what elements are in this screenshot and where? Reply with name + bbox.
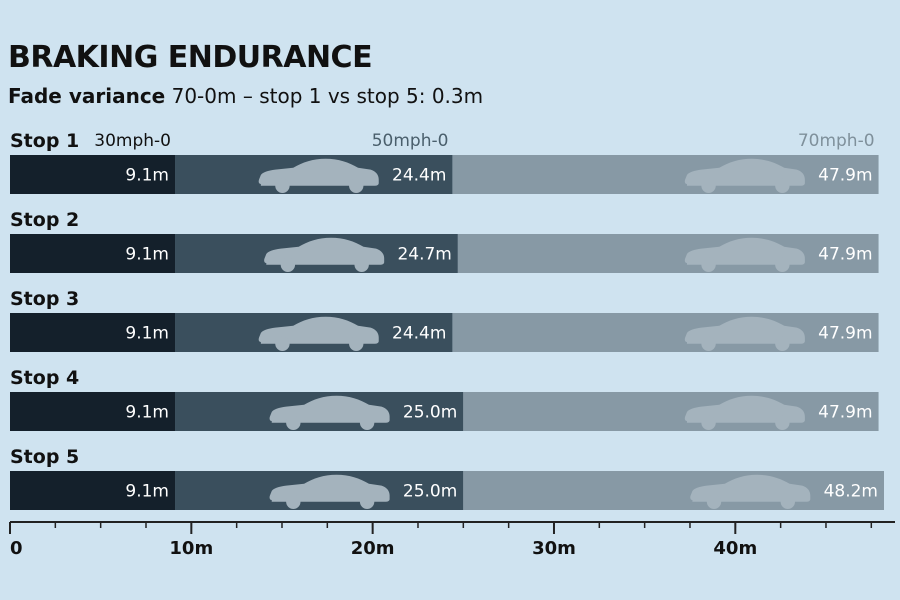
subtitle-detail: 70-0m – stop 1 vs stop 5: 0.3m xyxy=(171,84,484,108)
value-label: 25.0m xyxy=(403,482,457,502)
bar-segment-30mph-0 xyxy=(10,313,176,352)
bar-segment-70mph-0 xyxy=(463,392,879,431)
stop-label: Stop 4 xyxy=(10,367,79,389)
bar-segment-30mph-0 xyxy=(10,155,176,194)
bar-segment-70mph-0 xyxy=(452,313,879,352)
series-label: 70mph-0 xyxy=(798,131,875,151)
stop-label: Stop 3 xyxy=(10,288,79,310)
stop-label: Stop 2 xyxy=(10,209,79,231)
x-tick-label: 30m xyxy=(532,538,576,559)
bar-segment-70mph-0 xyxy=(457,234,879,273)
value-label: 9.1m xyxy=(125,482,169,502)
value-label: 9.1m xyxy=(125,403,169,423)
subtitle-lead: Fade variance xyxy=(8,84,166,108)
value-label: 24.4m xyxy=(392,166,446,186)
stop-label: Stop 1 xyxy=(10,130,79,152)
x-tick-label: 10m xyxy=(169,538,213,559)
series-label: 50mph-0 xyxy=(372,131,449,151)
bar-segment-30mph-0 xyxy=(10,234,176,273)
value-label: 47.9m xyxy=(818,403,872,423)
series-label: 30mph-0 xyxy=(94,131,171,151)
value-label: 47.9m xyxy=(818,245,872,265)
chart-title: BRAKING ENDURANCE xyxy=(8,40,373,75)
value-label: 47.9m xyxy=(818,166,872,186)
value-label: 9.1m xyxy=(125,245,169,265)
value-label: 9.1m xyxy=(125,324,169,344)
bar-segment-70mph-0 xyxy=(452,155,879,194)
value-label: 24.4m xyxy=(392,324,446,344)
value-label: 47.9m xyxy=(818,324,872,344)
x-tick-label: 20m xyxy=(351,538,395,559)
chart-subtitle: Fade variance 70-0m – stop 1 vs stop 5: … xyxy=(8,84,483,108)
bar-segment-30mph-0 xyxy=(10,392,176,431)
bar-segment-70mph-0 xyxy=(463,471,884,510)
value-label: 25.0m xyxy=(403,403,457,423)
bar-segment-30mph-0 xyxy=(10,471,176,510)
stop-label: Stop 5 xyxy=(10,446,79,468)
x-tick-label: 0 xyxy=(10,538,23,559)
x-tick-label: 40m xyxy=(713,538,757,559)
value-label: 48.2m xyxy=(824,482,878,502)
value-label: 24.7m xyxy=(397,245,451,265)
value-label: 9.1m xyxy=(125,166,169,186)
